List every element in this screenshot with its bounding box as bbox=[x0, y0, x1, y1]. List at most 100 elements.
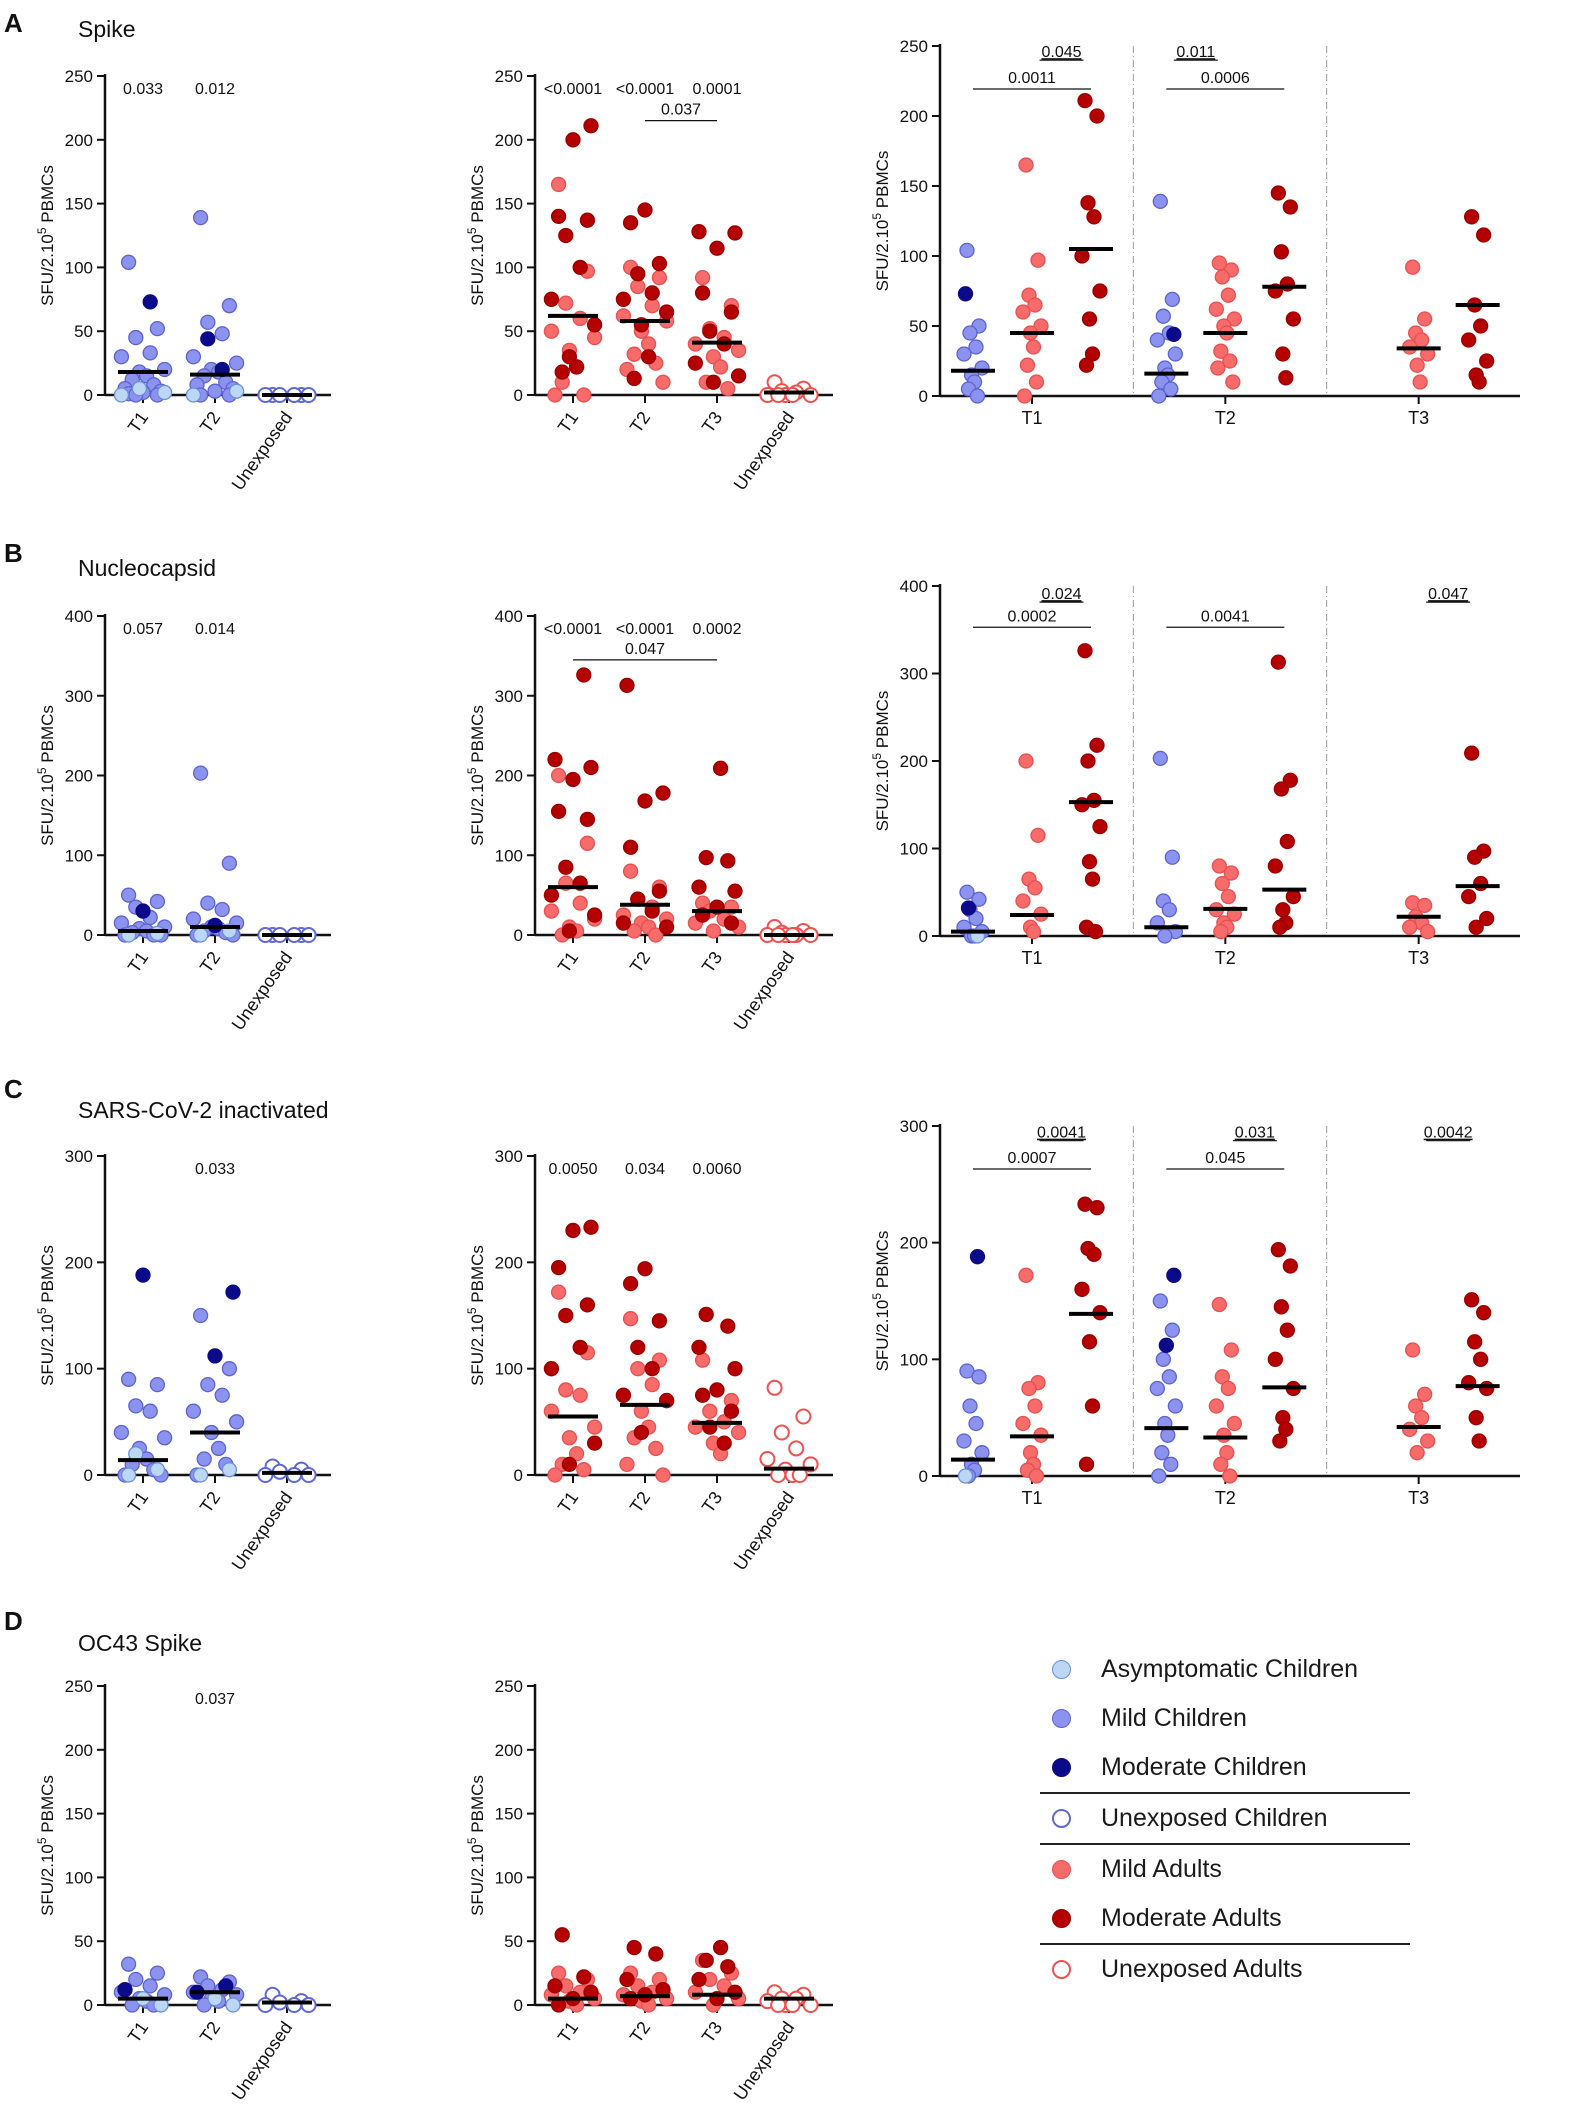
panel-letter-a: A bbox=[4, 8, 23, 38]
data-point bbox=[698, 849, 714, 866]
data-point bbox=[207, 383, 223, 399]
data-point bbox=[543, 291, 560, 307]
legend-label: Mild Adults bbox=[1101, 1855, 1222, 1883]
data-point bbox=[630, 1339, 646, 1356]
legend-item-asymptomatic-children: Asymptomatic Children bbox=[1040, 1645, 1420, 1694]
data-point bbox=[687, 1984, 704, 2000]
data-point bbox=[1226, 1415, 1242, 1432]
data-point bbox=[694, 285, 711, 301]
y-tick-label: 400 bbox=[495, 607, 523, 626]
data-point bbox=[1467, 849, 1483, 865]
data-point bbox=[1220, 1380, 1236, 1397]
data-point bbox=[720, 1959, 736, 1975]
chart-c1: 0 100 200 300 SFU/2.105 PBMCs T1 T2 Unexposed 0.… bbox=[35, 1147, 331, 1574]
data-point bbox=[586, 907, 603, 923]
data-point bbox=[1273, 244, 1289, 260]
data-point bbox=[200, 314, 216, 330]
data-point bbox=[730, 368, 747, 384]
data-point bbox=[630, 278, 646, 295]
y-tick-label: 100 bbox=[900, 1350, 928, 1369]
legend-item-mild-adults: Mild Adults bbox=[1040, 1845, 1420, 1894]
data-point bbox=[149, 1462, 166, 1478]
data-point bbox=[561, 1456, 578, 1473]
chart-a3: 0 50 100 150 200 250 SFU/2.105 PBMCs T1 T2 T3 0.04… bbox=[870, 37, 1520, 428]
data-point bbox=[619, 677, 635, 694]
x-tick-label: T2 bbox=[196, 948, 224, 977]
bracket-p-value: 0.0002 bbox=[1008, 608, 1057, 625]
y-axis-label: SFU/2.105 PBMCs bbox=[35, 1245, 57, 1386]
data-point bbox=[968, 910, 984, 927]
y-axis-label: SFU/2.105 PBMCs bbox=[465, 165, 487, 306]
data-point bbox=[550, 1260, 567, 1276]
p-value-label: <0.0001 bbox=[544, 621, 602, 638]
panel-title-b: Nucleocapsid bbox=[78, 555, 217, 581]
data-point bbox=[214, 326, 230, 342]
legend-item-mild-children: Mild Children bbox=[1040, 1694, 1420, 1743]
data-point bbox=[1270, 185, 1286, 201]
data-point bbox=[640, 336, 657, 352]
y-tick-label: 150 bbox=[495, 1805, 523, 1824]
p-value-label: 0.031 bbox=[1235, 1125, 1275, 1142]
data-point bbox=[962, 1398, 978, 1414]
data-point bbox=[648, 1440, 664, 1457]
data-point bbox=[712, 1939, 729, 1956]
data-point bbox=[630, 1361, 646, 1377]
data-point bbox=[622, 1311, 639, 1327]
data-point bbox=[1409, 1445, 1425, 1461]
data-point bbox=[1414, 1410, 1430, 1426]
data-point bbox=[558, 227, 574, 244]
panel-title-c: SARS-CoV-2 inactivated bbox=[78, 1097, 329, 1123]
data-point bbox=[1077, 643, 1093, 659]
p-value-label: 0.014 bbox=[195, 621, 235, 638]
x-tick-label: T2 bbox=[1215, 948, 1236, 968]
data-point bbox=[644, 298, 660, 314]
data-point bbox=[142, 345, 158, 361]
data-point bbox=[1078, 357, 1095, 373]
x-tick-label: T3 bbox=[1408, 408, 1429, 428]
data-point bbox=[1167, 1398, 1183, 1414]
y-tick-label: 0 bbox=[84, 386, 93, 405]
data-point bbox=[759, 1451, 776, 1468]
p-value-label: <0.0001 bbox=[544, 81, 602, 98]
data-point bbox=[1161, 902, 1177, 918]
legend-label: Mild Children bbox=[1101, 1704, 1247, 1732]
data-point bbox=[1479, 910, 1495, 927]
x-tick-label: T3 bbox=[698, 948, 726, 977]
data-point bbox=[1479, 1380, 1495, 1397]
legend-divider bbox=[1040, 1943, 1410, 1945]
y-tick-label: 150 bbox=[900, 177, 928, 196]
y-tick-label: 250 bbox=[495, 67, 523, 86]
y-tick-label: 0 bbox=[919, 387, 928, 406]
y-tick-label: 50 bbox=[74, 1932, 93, 1951]
data-point bbox=[1166, 1267, 1182, 1283]
y-tick-label: 100 bbox=[65, 1360, 93, 1379]
data-point bbox=[723, 304, 740, 320]
x-tick-label: T2 bbox=[626, 948, 654, 977]
data-point bbox=[622, 1990, 639, 2007]
data-point bbox=[550, 176, 567, 193]
data-point bbox=[723, 915, 740, 931]
data-point bbox=[971, 1369, 987, 1385]
y-tick-label: 200 bbox=[900, 752, 928, 771]
data-point bbox=[1081, 853, 1098, 870]
data-point bbox=[1275, 902, 1291, 918]
data-point bbox=[113, 349, 130, 365]
data-point bbox=[802, 387, 819, 403]
data-point bbox=[221, 855, 238, 871]
data-point bbox=[1018, 157, 1034, 173]
data-point bbox=[117, 1982, 133, 1998]
data-point bbox=[1409, 357, 1425, 373]
data-point bbox=[727, 883, 743, 899]
y-tick-label: 200 bbox=[65, 131, 93, 150]
data-point bbox=[723, 1403, 740, 1419]
data-point bbox=[550, 208, 567, 225]
data-point bbox=[1220, 287, 1236, 303]
moderate-adults-marker-icon bbox=[1052, 1909, 1071, 1928]
data-point bbox=[1087, 923, 1104, 940]
x-tick-label: T1 bbox=[1021, 1488, 1042, 1508]
data-point bbox=[192, 1307, 209, 1324]
data-point bbox=[558, 859, 574, 875]
data-point bbox=[1213, 1456, 1229, 1472]
data-point bbox=[1164, 849, 1180, 865]
data-point bbox=[716, 1435, 732, 1451]
